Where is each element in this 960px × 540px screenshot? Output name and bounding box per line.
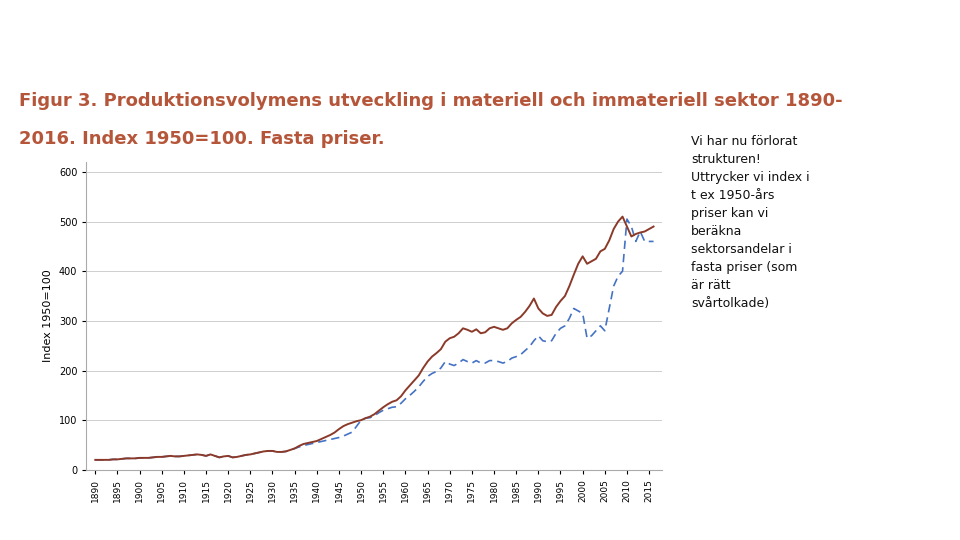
Text: Vi har nu förlorat
strukturen!
Uttrycker vi index i
t ex 1950-års
priser kan vi
: Vi har nu förlorat strukturen! Uttrycker… — [691, 135, 810, 310]
Text: 2016. Index 1950=100. Fasta priser.: 2016. Index 1950=100. Fasta priser. — [19, 130, 385, 147]
Y-axis label: Index 1950=100: Index 1950=100 — [43, 269, 54, 362]
Text: Figur 3. Produktionsvolymens utveckling i materiell och immateriell sektor 1890-: Figur 3. Produktionsvolymens utveckling … — [19, 92, 843, 110]
